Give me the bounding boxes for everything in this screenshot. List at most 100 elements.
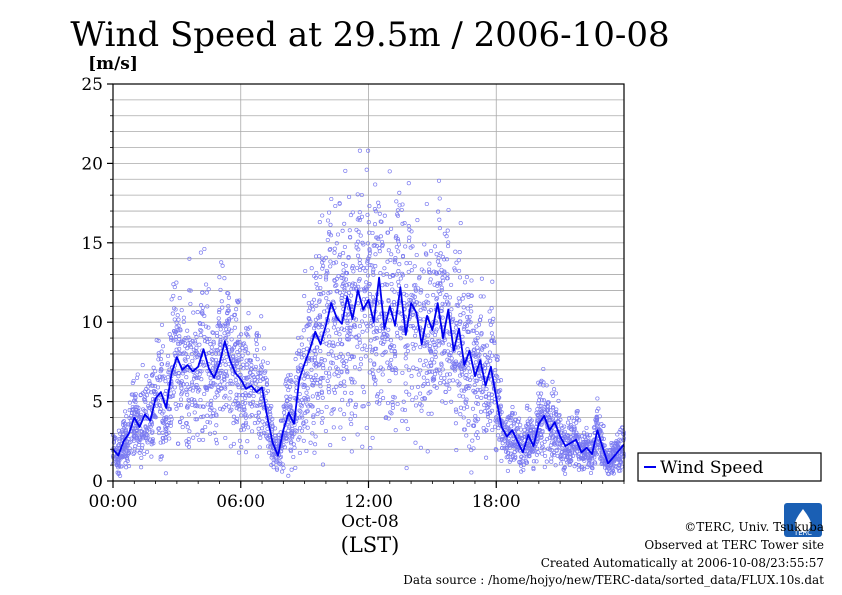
scatter-point	[164, 416, 169, 421]
scatter-point	[347, 318, 353, 323]
scatter-point	[247, 393, 252, 398]
scatter-point	[314, 345, 319, 350]
water-drop-icon	[795, 509, 811, 532]
scatter-point	[327, 334, 332, 339]
scatter-point	[426, 364, 431, 369]
scatter-point	[562, 429, 567, 434]
scatter-point	[133, 400, 138, 405]
scatter-point	[353, 317, 359, 322]
scatter-point	[336, 327, 341, 332]
scatter-point	[288, 449, 294, 454]
scatter-point	[372, 361, 377, 366]
scatter-point	[175, 313, 180, 318]
scatter-point	[226, 404, 231, 409]
scatter-point	[260, 419, 265, 424]
scatter-point	[439, 306, 444, 311]
scatter-point	[297, 450, 302, 456]
scatter-point	[118, 464, 123, 469]
scatter-point	[331, 318, 336, 323]
scatter-point	[435, 339, 440, 344]
scatter-point	[548, 443, 553, 448]
scatter-point	[331, 425, 336, 430]
scatter-point	[233, 398, 238, 404]
scatter-point	[289, 431, 295, 436]
scatter-point	[199, 328, 204, 333]
scatter-point	[444, 293, 449, 298]
scatter-point	[273, 433, 278, 438]
scatter-point	[351, 354, 356, 359]
scatter-point	[178, 397, 184, 402]
scatter-point	[496, 389, 501, 394]
scatter-point	[205, 368, 210, 374]
scatter-point	[456, 258, 461, 263]
scatter-point	[403, 244, 408, 249]
scatter-point	[243, 420, 249, 425]
scatter-point	[245, 375, 251, 380]
scatter-point	[364, 321, 369, 326]
scatter-point	[328, 443, 333, 448]
scatter-point	[440, 399, 445, 404]
scatter-point	[372, 222, 378, 227]
scatter-point	[461, 326, 466, 332]
scatter-point	[431, 269, 437, 274]
scatter-point	[398, 276, 403, 281]
scatter-point	[390, 400, 395, 405]
scatter-point	[334, 384, 339, 389]
scatter-point	[213, 348, 218, 353]
scatter-point	[468, 320, 473, 325]
observed-text: Observed at TERC Tower site	[644, 538, 824, 552]
scatter-point	[281, 442, 286, 448]
scatter-point	[234, 392, 239, 397]
scatter-point	[160, 430, 165, 435]
scatter-point	[349, 334, 354, 339]
scatter-point	[454, 260, 459, 265]
scatter-point	[344, 292, 349, 297]
scatter-point	[142, 429, 148, 434]
scatter-point	[450, 360, 455, 365]
scatter-point	[368, 358, 373, 363]
scatter-point	[146, 403, 151, 409]
scatter-point	[487, 410, 492, 415]
scatter-point	[407, 297, 412, 302]
scatter-point	[323, 428, 328, 434]
scatter-point	[366, 148, 371, 153]
scatter-point	[356, 301, 361, 306]
scatter-point	[370, 435, 375, 440]
scatter-point	[317, 292, 322, 297]
scatter-point	[240, 342, 246, 347]
scatter-point	[296, 352, 301, 357]
scatter-point	[194, 335, 199, 340]
scatter-point	[486, 391, 492, 396]
scatter-point	[430, 376, 435, 381]
scatter-point	[539, 446, 544, 451]
scatter-point	[462, 427, 467, 432]
scatter-point	[252, 421, 257, 426]
scatter-point	[400, 418, 405, 423]
scatter-point	[300, 397, 305, 402]
scatter-point	[355, 432, 360, 437]
scatter-point	[160, 411, 165, 416]
scatter-point	[407, 392, 412, 397]
scatter-point	[322, 309, 327, 314]
scatter-point	[527, 454, 532, 459]
scatter-point	[396, 269, 401, 274]
scatter-point	[183, 335, 188, 341]
scatter-point	[189, 352, 194, 357]
scatter-point	[413, 287, 418, 292]
scatter-point	[325, 270, 330, 275]
scatter-point	[374, 352, 379, 357]
scatter-point	[168, 414, 173, 419]
scatter-point	[163, 438, 169, 443]
scatter-point	[558, 461, 563, 466]
scatter-point	[446, 244, 451, 249]
scatter-point	[325, 378, 330, 383]
scatter-point	[120, 455, 125, 460]
scatter-point	[581, 430, 587, 435]
scatter-point	[447, 386, 452, 391]
scatter-point	[163, 435, 168, 440]
scatter-point	[528, 419, 533, 424]
scatter-point	[400, 407, 405, 412]
scatter-point	[553, 416, 558, 421]
scatter-point	[359, 319, 365, 324]
scatter-point	[329, 349, 334, 354]
